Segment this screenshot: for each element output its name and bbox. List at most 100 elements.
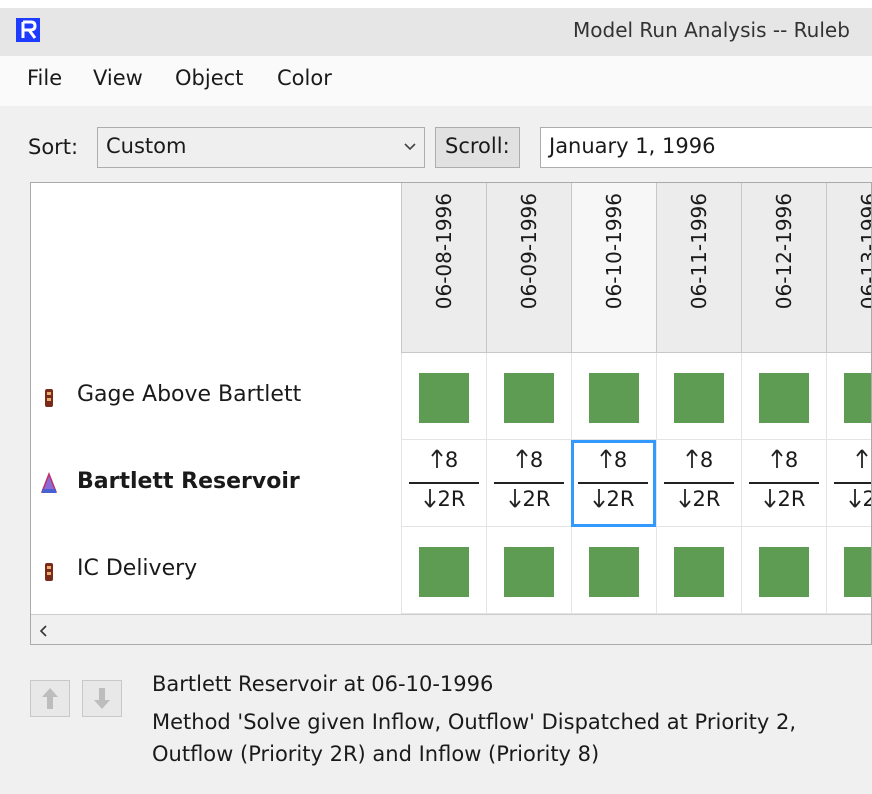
priority-up: 8 [578,448,648,472]
column-date: 06-13-1996 [857,193,872,310]
down-arrow [508,489,521,508]
cell[interactable] [401,353,486,440]
menu-item[interactable]: Object [175,66,244,90]
status-square [589,547,639,597]
cell[interactable] [401,527,486,614]
priority-up: 8 [749,448,819,472]
row-name[interactable]: Gage Above Bartlett [77,382,302,407]
priority-up: 8 [664,448,734,472]
priority-up: 8 [494,448,564,472]
status-square [844,373,871,423]
menu-item[interactable]: File [27,66,63,90]
down-arrow [848,489,861,508]
down-arrow [423,489,436,508]
status-square [504,373,554,423]
cell[interactable] [656,527,741,614]
next-button[interactable] [82,680,122,717]
column-header[interactable]: 06-10-1996 [571,183,656,353]
up-arrow [431,449,443,468]
cell[interactable]: 8 2R [741,440,826,527]
cell[interactable] [571,353,656,440]
status-square [674,547,724,597]
cell[interactable] [741,353,826,440]
priority-down: 2R [664,487,734,511]
analysis-grid: 06-08-1996 06-09-1996 06-10-1996 06-11-1996… [30,182,872,645]
sort-value: Custom [106,134,187,158]
priority-down: 2R [409,487,479,511]
status-square [419,373,469,423]
fraction-line [749,482,819,484]
h-scrollbar[interactable] [31,614,871,644]
window-title: Model Run Analysis -- Ruleb [573,18,850,42]
menu-item[interactable]: Color [277,66,332,90]
up-arrow [516,449,528,468]
down-arrow [678,489,691,508]
fraction-line [664,482,734,484]
fraction-line [494,482,564,484]
nav-buttons [30,680,122,717]
row-name[interactable]: IC Delivery [77,556,198,581]
down-arrow [763,489,776,508]
details-line: Outflow (Priority 2R) and Inflow (Priori… [152,742,600,766]
cell[interactable] [486,353,571,440]
status-square [419,547,469,597]
up-arrow [856,449,868,468]
priority-up: 8 [834,448,871,472]
column-date: 06-09-1996 [517,193,541,310]
status-square [589,373,639,423]
details-heading: Bartlett Reservoir at 06-10-1996 [152,672,494,696]
column-date: 06-10-1996 [602,193,626,310]
status-square [759,373,809,423]
app-icon [16,18,40,42]
row-name[interactable]: Bartlett Reservoir [77,469,300,494]
cell[interactable]: 8 2R [401,440,486,527]
column-header[interactable]: 06-09-1996 [486,183,571,353]
cell[interactable] [571,527,656,614]
column-header[interactable]: 06-13-1996 [826,183,872,353]
fraction-line [409,482,479,484]
prev-button[interactable] [30,680,70,717]
cell[interactable] [486,527,571,614]
details-line: Method 'Solve given Inflow, Outflow' Dis… [152,710,797,734]
scroll-label: Scroll: [445,134,510,158]
scroll-value: January 1, 1996 [549,134,716,158]
menu-bar [0,56,872,106]
priority-down: 2R [578,487,648,511]
status-square [504,547,554,597]
column-date: 06-12-1996 [772,193,796,310]
scroll-date[interactable]: January 1, 1996 [540,127,872,168]
cell[interactable]: 8 2R [571,440,656,527]
priority-down: 2R [834,487,871,511]
sort-select[interactable]: Custom [97,127,425,168]
status-square [844,547,871,597]
priority-down: 2R [494,487,564,511]
scroll-button[interactable]: Scroll: [435,127,520,168]
up-arrow [771,449,783,468]
column-header[interactable]: 06-12-1996 [741,183,826,353]
gage-icon [45,389,53,407]
cell[interactable] [656,353,741,440]
column-header[interactable]: 06-11-1996 [656,183,741,353]
down-arrow [592,489,605,508]
cell[interactable]: 8 2R [656,440,741,527]
priority-up: 8 [409,448,479,472]
column-date: 06-08-1996 [432,193,456,310]
cell[interactable] [826,353,871,440]
status-square [759,547,809,597]
title-bar [0,0,872,56]
status-square [674,373,724,423]
scroll-left-arrow[interactable] [39,625,49,637]
dropdown-arrow [404,143,416,151]
priority-down: 2R [749,487,819,511]
cell[interactable]: 8 2R [826,440,871,527]
menu-item[interactable]: View [93,66,143,90]
cell[interactable] [741,527,826,614]
cell[interactable]: 8 2R [486,440,571,527]
gage-icon [45,563,53,581]
cell[interactable] [826,527,871,614]
fraction-line [834,482,871,484]
up-arrow [686,449,698,468]
column-header[interactable]: 06-08-1996 [401,183,486,353]
sort-label: Sort: [28,135,79,159]
